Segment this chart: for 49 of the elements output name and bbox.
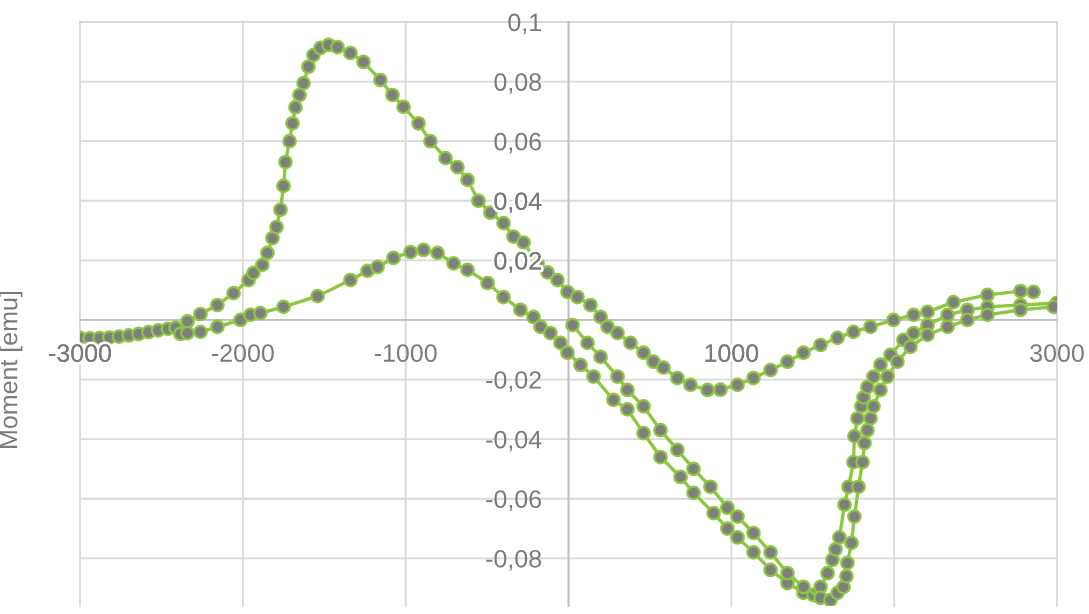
y-tick-label: 0,1 bbox=[508, 13, 541, 35]
point bbox=[653, 422, 668, 438]
point bbox=[857, 435, 872, 451]
point bbox=[880, 369, 895, 384]
point bbox=[866, 399, 881, 414]
point bbox=[1013, 302, 1028, 318]
point bbox=[903, 339, 918, 355]
point bbox=[847, 509, 862, 524]
point bbox=[855, 454, 870, 470]
x-tick-label: 3000 bbox=[1030, 344, 1084, 362]
point bbox=[620, 382, 635, 398]
point bbox=[940, 319, 955, 335]
point bbox=[796, 579, 811, 595]
point bbox=[960, 312, 975, 328]
point bbox=[686, 461, 701, 477]
point bbox=[610, 369, 625, 384]
point bbox=[593, 349, 608, 365]
point bbox=[730, 509, 745, 524]
point bbox=[703, 479, 718, 495]
point bbox=[860, 422, 875, 438]
point bbox=[980, 307, 995, 323]
point bbox=[780, 565, 795, 581]
point bbox=[844, 535, 859, 551]
x-tick-label: -3000 bbox=[49, 344, 111, 362]
y-tick-label: 0,06 bbox=[494, 132, 542, 154]
point bbox=[565, 317, 580, 333]
y-tick-label: -0,04 bbox=[486, 430, 542, 452]
point bbox=[840, 555, 855, 571]
point bbox=[851, 479, 866, 495]
y-tick-label: -0,02 bbox=[486, 371, 541, 392]
point bbox=[636, 399, 651, 414]
x-tick-label: 1000 bbox=[705, 344, 759, 362]
point bbox=[873, 382, 888, 398]
point bbox=[746, 525, 761, 541]
y-tick-label: 0,04 bbox=[494, 192, 542, 214]
x-tick-label: -2000 bbox=[211, 344, 274, 362]
point bbox=[920, 327, 935, 343]
point bbox=[839, 568, 854, 584]
x-tick-label: -1000 bbox=[374, 344, 437, 362]
point bbox=[763, 545, 778, 560]
point bbox=[580, 335, 595, 351]
point bbox=[670, 442, 685, 458]
point bbox=[890, 354, 905, 370]
y-axis-title: Moment [emu] bbox=[0, 291, 23, 448]
y-tick-label: -0,08 bbox=[486, 549, 542, 571]
point bbox=[863, 410, 878, 426]
y-tick-label: 0,08 bbox=[494, 73, 542, 94]
y-tick-label: -0,06 bbox=[486, 490, 542, 511]
point bbox=[720, 500, 735, 516]
